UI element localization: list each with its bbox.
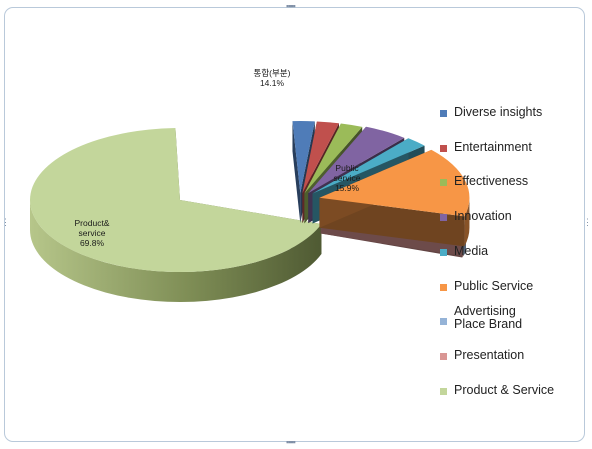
- legend-label: Product & Service: [454, 382, 555, 397]
- legend-label: Innovation: [454, 209, 512, 224]
- legend-label: Public Service: [454, 278, 534, 293]
- resize-handle-top[interactable]: ▪▪▪▪: [286, 1, 296, 11]
- data-label-2: Public service 15.9%: [334, 163, 361, 193]
- legend-swatch: [440, 283, 447, 291]
- legend-swatch: [440, 110, 447, 117]
- data-label-1: Product& service 69.8%: [75, 218, 110, 248]
- legend-swatch: [440, 387, 447, 395]
- legend-swatch: [440, 352, 447, 360]
- legend-label: Effectiveness: [454, 174, 529, 189]
- legend-label: Media: [454, 243, 489, 258]
- legend-swatch: [440, 248, 447, 256]
- pie-slice-public-service: [319, 149, 470, 247]
- legend-swatch: [440, 144, 447, 152]
- legend-swatch: [440, 318, 447, 326]
- legend-label: Presentation: [454, 347, 525, 362]
- legend-swatch: [440, 179, 447, 187]
- resize-handle-bottom[interactable]: ▪▪▪▪: [286, 437, 296, 447]
- legend-label: Entertainment: [454, 139, 532, 154]
- pie-slice-product-service: [30, 128, 322, 303]
- data-label-3: 통합(부분) 14.1%: [254, 68, 291, 88]
- legend-label: Diverse insights: [454, 105, 543, 119]
- legend-label: Advertising Place Brand: [454, 304, 523, 332]
- legend-swatch: [440, 214, 447, 222]
